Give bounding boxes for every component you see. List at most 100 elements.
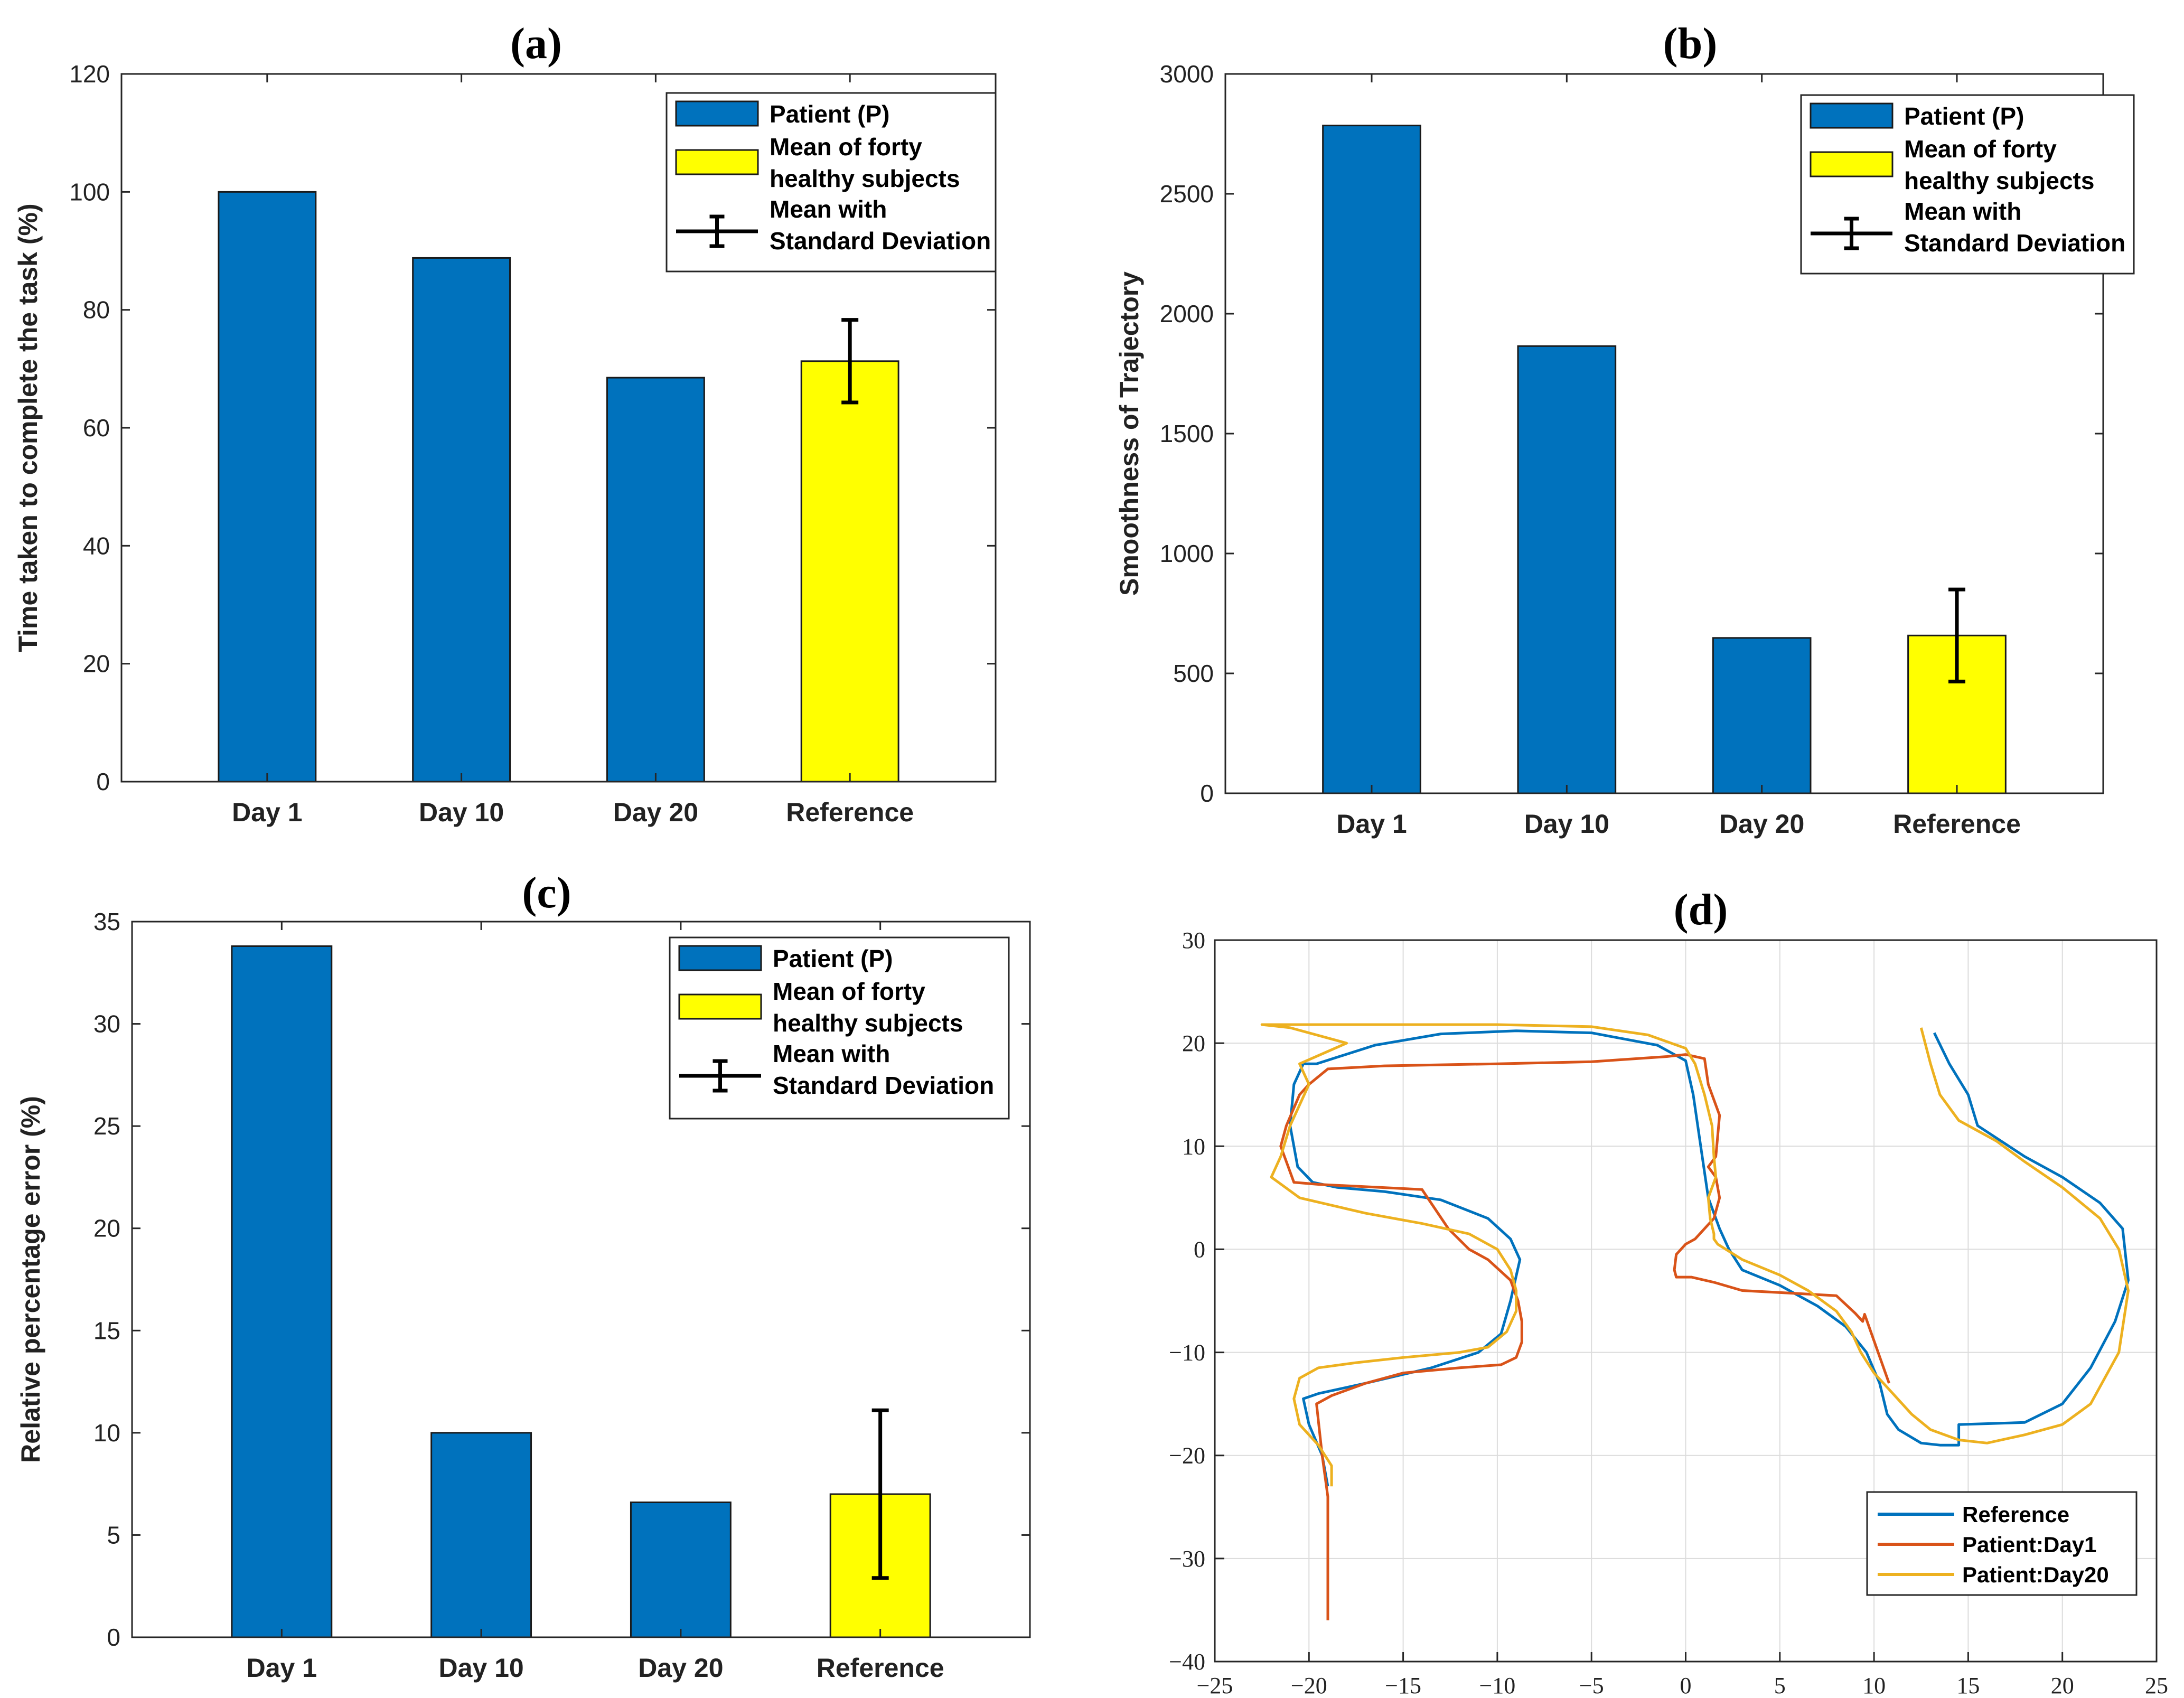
x-tick-label: 0	[1680, 1673, 1692, 1698]
y-tick-label: 0	[107, 1624, 120, 1651]
x-tick-label: −5	[1579, 1673, 1604, 1698]
x-tick-label: 10	[1862, 1673, 1886, 1698]
legend: Patient (P) Mean of forty healthy subjects…	[665, 92, 997, 273]
y-tick-label: 5	[107, 1521, 120, 1549]
y-tick-label: 10	[93, 1419, 120, 1447]
legend-label: Reference	[1962, 1502, 2069, 1527]
bar-day-1	[218, 191, 317, 783]
y-tick-label: −10	[1169, 1340, 1205, 1366]
x-tick-label: −10	[1479, 1673, 1515, 1698]
bar-reference	[800, 360, 899, 783]
y-axis-label: Smoothness of Trajectory	[1114, 271, 1144, 596]
legend-label-healthy-2: healthy subjects	[770, 165, 960, 192]
bar-day-10	[430, 1432, 532, 1638]
series-line-patient-day1	[1279, 1053, 1890, 1620]
y-tick-label: 2000	[1160, 300, 1214, 327]
x-tick-label: −25	[1197, 1673, 1233, 1698]
legend-label-patient: Patient (P)	[773, 945, 893, 972]
y-tick-label: 30	[1182, 927, 1205, 953]
axes-frame	[1214, 939, 2158, 1663]
panel-c: (c) Day 1 Day 10 Day 20 Reference 0 5 10 15 20 25 3…	[16, 868, 1031, 1683]
y-tick-label: 2500	[1160, 180, 1214, 208]
legend-label-healthy-1: Mean of forty	[770, 133, 922, 161]
y-tick-label: 0	[1200, 780, 1214, 807]
axes-frame	[131, 921, 1031, 1638]
x-tick-label: Reference	[1893, 809, 2021, 839]
y-tick-label: 80	[83, 296, 110, 324]
legend-label-errorbar-1: Mean with	[773, 1040, 890, 1067]
x-tick-label: Day 10	[1524, 809, 1609, 839]
legend-label: Patient:Day1	[1962, 1532, 2096, 1557]
y-tick-label: 100	[69, 178, 110, 205]
bar-day-1	[1322, 125, 1421, 794]
y-axis-label: Relative percentage error (%)	[16, 1096, 45, 1463]
legend-swatch-patient	[1810, 102, 1894, 129]
x-tick-label: 20	[2051, 1673, 2074, 1698]
legend-label-errorbar-2: Standard Deviation	[770, 227, 991, 255]
x-tick-label: Day 1	[1336, 809, 1407, 839]
legend-label-errorbar-2: Standard Deviation	[773, 1072, 994, 1099]
x-tick-label: Day 10	[438, 1653, 523, 1683]
panel-title: (a)	[510, 19, 562, 68]
legend-swatch-patient	[675, 100, 759, 127]
axes-frame	[1224, 73, 2104, 794]
legend-label-errorbar-1: Mean with	[770, 195, 887, 223]
panel-d: (d) −25 −20 −15 −10 −5 0 5 10 15 20 25 −40 −30 −20 −10 0…	[1169, 885, 2168, 1698]
legend-swatch-healthy	[675, 149, 759, 175]
y-tick-label: 40	[83, 532, 110, 559]
y-tick-label: 25	[93, 1112, 120, 1140]
y-tick-label: 120	[69, 60, 110, 88]
legend-label-healthy-2: healthy subjects	[773, 1009, 963, 1037]
x-tick-label: Day 1	[247, 1653, 317, 1683]
y-tick-label: 60	[83, 414, 110, 442]
x-tick-label: Day 20	[638, 1653, 723, 1683]
y-tick-label: 30	[93, 1010, 120, 1038]
bar-day-20	[606, 377, 705, 783]
legend-label-errorbar-2: Standard Deviation	[1904, 229, 2125, 257]
x-tick-label: 25	[2145, 1673, 2168, 1698]
bar-day-1	[231, 945, 333, 1638]
y-tick-label: −40	[1169, 1649, 1205, 1675]
bar-day-20	[630, 1501, 732, 1638]
legend-label-errorbar-1: Mean with	[1904, 198, 2021, 225]
x-tick-label: Reference	[786, 798, 914, 827]
y-tick-label: 500	[1173, 660, 1214, 687]
legend-label-patient: Patient (P)	[1904, 102, 2024, 130]
x-tick-label: 15	[1956, 1673, 1980, 1698]
y-tick-label: 35	[93, 908, 120, 935]
legend: Patient (P) Mean of forty healthy subjects…	[669, 936, 1010, 1120]
y-tick-label: 20	[83, 650, 110, 678]
legend-label-healthy-1: Mean of forty	[773, 978, 925, 1005]
legend-label-healthy-1: Mean of forty	[1904, 135, 2057, 163]
legend-swatch-patient	[678, 945, 762, 971]
legend-swatch-healthy	[1810, 151, 1894, 177]
y-tick-label: 0	[1194, 1236, 1205, 1262]
panel-title: (d)	[1674, 885, 1728, 934]
panel-title: (c)	[522, 868, 571, 917]
y-tick-label: 15	[93, 1317, 120, 1344]
legend-swatch-healthy	[678, 993, 762, 1020]
bar-day-20	[1712, 637, 1812, 794]
y-tick-label: 1500	[1160, 420, 1214, 447]
axes-frame	[120, 73, 997, 783]
series-line-reference	[1289, 1029, 2130, 1487]
panel-title: (b)	[1663, 19, 1718, 68]
x-tick-label: Day 20	[613, 798, 698, 827]
legend: Reference Patient:Day1 Patient:Day20	[1866, 1491, 2138, 1596]
y-tick-label: 20	[93, 1215, 120, 1242]
x-tick-label: −15	[1385, 1673, 1421, 1698]
x-tick-label: Reference	[817, 1653, 944, 1683]
panel-a: (a) Day 1 Day 10 Day 20 Reference 0 20 40 60 80 10…	[13, 19, 997, 827]
x-tick-label: Day 10	[419, 798, 504, 827]
series-line-patient-day20	[1260, 1023, 2130, 1487]
y-tick-label: 1000	[1160, 540, 1214, 567]
y-axis-label: Time taken to complete the task (%)	[13, 203, 43, 652]
y-tick-label: 20	[1182, 1030, 1205, 1056]
legend-label-patient: Patient (P)	[770, 100, 889, 128]
x-tick-label: −20	[1291, 1673, 1327, 1698]
legend: Patient (P) Mean of forty healthy subjects…	[1800, 94, 2135, 275]
legend-label-healthy-2: healthy subjects	[1904, 167, 2094, 194]
y-tick-label: 3000	[1160, 60, 1214, 88]
y-tick-label: −30	[1169, 1546, 1205, 1572]
